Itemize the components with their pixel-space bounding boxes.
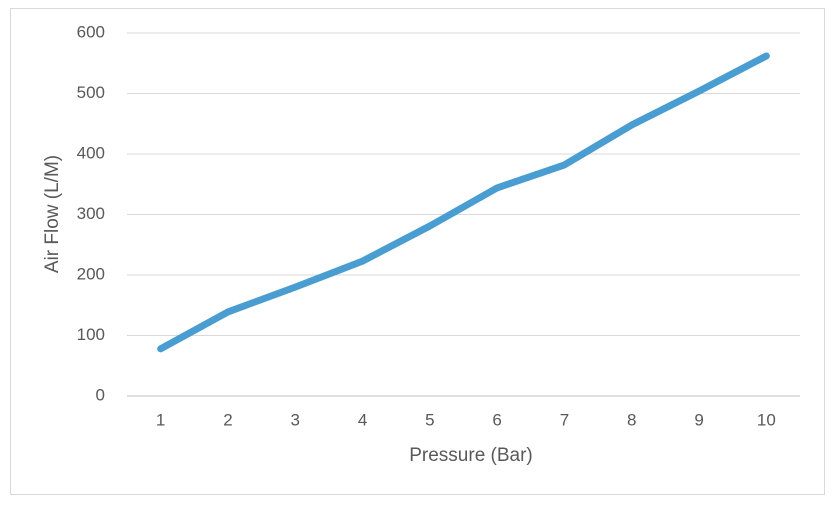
line <box>157 52 770 353</box>
x-tick-label: 2 <box>223 410 232 429</box>
x-tick-label: 9 <box>694 410 703 429</box>
y-tick-label: 100 <box>77 325 105 344</box>
x-tick-label: 7 <box>560 410 569 429</box>
y-axis-title: Air Flow (L/M) <box>42 155 63 273</box>
x-tick-label: 10 <box>757 410 776 429</box>
y-tick-label: 500 <box>77 83 105 102</box>
y-tick-label: 600 <box>77 22 105 41</box>
x-tick-label: 6 <box>492 410 501 429</box>
x-tick-label: 3 <box>291 410 300 429</box>
y-tick-label: 0 <box>96 385 105 404</box>
y-tick-label: 300 <box>77 204 105 223</box>
x-tick-label: 8 <box>627 410 636 429</box>
x-axis-title: Pressure (Bar) <box>409 445 533 466</box>
x-tick-label: 1 <box>156 410 165 429</box>
y-tick-label: 400 <box>77 143 105 162</box>
y-tick-label: 200 <box>77 264 105 283</box>
chart-frame <box>10 8 825 495</box>
x-tick-label: 5 <box>425 410 434 429</box>
x-tick-label: 4 <box>358 410 367 429</box>
